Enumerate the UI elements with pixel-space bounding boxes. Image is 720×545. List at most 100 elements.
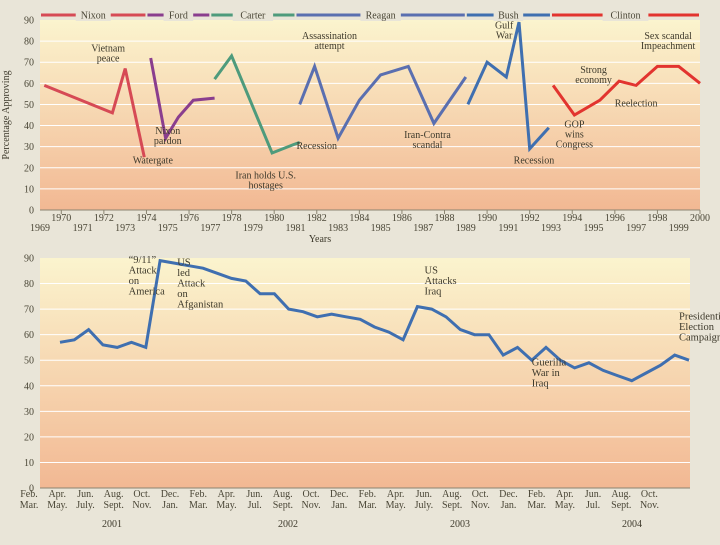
top-y-tick-label: 20 xyxy=(24,163,34,174)
bottom-y-tick-label: 30 xyxy=(24,407,34,418)
top-x-tick-label-2: 1993 xyxy=(541,223,561,234)
president-label: Reagan xyxy=(366,11,396,22)
bottom-x-tick-label: Feb. xyxy=(359,489,377,500)
bottom-y-tick-label: 90 xyxy=(24,254,34,265)
bottom-x-tick-label: Feb. xyxy=(20,489,38,500)
bottom-year-label: 2002 xyxy=(278,519,298,530)
event-annotation: Watergate xyxy=(133,156,174,167)
bottom-x-tick-label: Apr. xyxy=(387,489,405,500)
top-x-tick-label: 1994 xyxy=(562,213,582,224)
bottom-y-tick-label: 70 xyxy=(24,305,34,316)
bottom-x-tick-label-2: July. xyxy=(415,500,434,511)
top-x-tick-label: 1986 xyxy=(392,213,412,224)
bottom-x-tick-label: Dec. xyxy=(330,489,349,500)
top-x-tick-label: 1992 xyxy=(520,213,540,224)
bottom-x-tick-label-2: Sept. xyxy=(442,500,462,511)
top-x-tick-label: 1998 xyxy=(647,213,667,224)
top-x-tick-label-2: 1971 xyxy=(73,223,93,234)
top-y-tick-label: 30 xyxy=(24,142,34,153)
top-y-tick-label: 70 xyxy=(24,58,34,69)
top-x-tick-label: 1984 xyxy=(349,213,369,224)
top-chart-background xyxy=(40,20,700,210)
bottom-x-tick-label-2: Jan. xyxy=(501,500,517,511)
bottom-x-tick-label-2: May. xyxy=(216,500,236,511)
bottom-y-tick-label: 80 xyxy=(24,279,34,290)
top-y-tick-label: 40 xyxy=(24,121,34,132)
top-x-tick-label-2: 1989 xyxy=(456,223,476,234)
top-y-axis-label: Percentage Approving xyxy=(1,70,12,159)
bottom-y-tick-label: 40 xyxy=(24,381,34,392)
bottom-x-tick-label-2: Jul. xyxy=(586,500,600,511)
top-x-tick-label: 1996 xyxy=(605,213,625,224)
top-x-tick-label: 1982 xyxy=(307,213,327,224)
top-y-tick-label: 10 xyxy=(24,184,34,195)
top-x-tick-label-2: 1991 xyxy=(498,223,518,234)
bottom-x-tick-label-2: Jan. xyxy=(162,500,178,511)
bottom-x-tick-label-2: Nov. xyxy=(132,500,151,511)
bottom-x-tick-label: Jun. xyxy=(77,489,93,500)
top-x-tick-label-2: 1977 xyxy=(200,223,220,234)
top-x-tick-label-2: 1985 xyxy=(371,223,391,234)
bottom-x-tick-label-2: July. xyxy=(76,500,95,511)
bottom-x-tick-label-2: Mar. xyxy=(358,500,377,511)
top-x-tick-label: 1980 xyxy=(264,213,284,224)
bottom-x-tick-label: Apr. xyxy=(218,489,236,500)
bottom-x-tick-label: Feb. xyxy=(528,489,546,500)
bottom-x-tick-label-2: Mar. xyxy=(189,500,208,511)
top-x-tick-label-2: 1969 xyxy=(30,223,50,234)
top-x-tick-label-2: 1987 xyxy=(413,223,433,234)
bottom-x-tick-label-2: Jan. xyxy=(331,500,347,511)
event-annotation: Reelection xyxy=(615,99,658,110)
top-x-tick-label-2: 1973 xyxy=(115,223,135,234)
bottom-x-tick-label: Apr. xyxy=(48,489,66,500)
bottom-year-label: 2004 xyxy=(622,519,642,530)
top-x-tick-label-2: 1983 xyxy=(328,223,348,234)
bottom-x-tick-label: Jun. xyxy=(585,489,601,500)
top-x-tick-label: 1970 xyxy=(51,213,71,224)
bottom-y-tick-label: 20 xyxy=(24,432,34,443)
bottom-x-tick-label-2: May. xyxy=(555,500,575,511)
bottom-x-tick-label-2: Nov. xyxy=(471,500,490,511)
bottom-x-tick-label: Jun. xyxy=(246,489,262,500)
bottom-x-tick-label-2: May. xyxy=(386,500,406,511)
bottom-x-tick-label: Aug. xyxy=(611,489,631,500)
bottom-year-label: 2003 xyxy=(450,519,470,530)
top-x-tick-label-2: 1995 xyxy=(584,223,604,234)
bottom-x-tick-label: Apr. xyxy=(556,489,574,500)
bottom-y-tick-label: 60 xyxy=(24,330,34,341)
bottom-x-tick-label: Aug. xyxy=(273,489,293,500)
bottom-x-tick-label-2: Nov. xyxy=(302,500,321,511)
top-y-tick-label: 50 xyxy=(24,100,34,111)
bottom-y-tick-label: 50 xyxy=(24,356,34,367)
bottom-x-tick-label: Oct. xyxy=(133,489,150,500)
top-x-tick-label-2: 1975 xyxy=(158,223,178,234)
bottom-x-tick-label: Dec. xyxy=(161,489,180,500)
top-x-tick-label: 1978 xyxy=(222,213,242,224)
event-annotation: Recession xyxy=(297,141,338,152)
top-x-tick-label-2: 1999 xyxy=(669,223,689,234)
bottom-x-tick-label-2: May. xyxy=(47,500,67,511)
top-x-tick-label: 1990 xyxy=(477,213,497,224)
bottom-x-tick-label: Oct. xyxy=(472,489,489,500)
top-x-axis-label: Years xyxy=(309,234,331,245)
bottom-y-tick-label: 10 xyxy=(24,458,34,469)
top-x-tick-label-2: 1979 xyxy=(243,223,263,234)
bottom-x-tick-label-2: Jul. xyxy=(248,500,262,511)
top-y-tick-label: 90 xyxy=(24,16,34,27)
top-y-tick-label: 80 xyxy=(24,37,34,48)
top-y-tick-label: 60 xyxy=(24,79,34,90)
bottom-x-tick-label: Aug. xyxy=(104,489,124,500)
bottom-x-tick-label: Jun. xyxy=(416,489,432,500)
top-x-tick-label-2: 1981 xyxy=(285,223,305,234)
event-annotation: PresidentialElectionCampaign xyxy=(679,311,720,343)
top-x-tick-label-2: 1997 xyxy=(626,223,646,234)
bottom-x-tick-label-2: Sept. xyxy=(104,500,124,511)
top-x-tick-label: 1976 xyxy=(179,213,199,224)
bottom-x-tick-label-2: Mar. xyxy=(527,500,546,511)
top-x-tick-label: 1972 xyxy=(94,213,114,224)
event-annotation: Recession xyxy=(514,156,555,167)
